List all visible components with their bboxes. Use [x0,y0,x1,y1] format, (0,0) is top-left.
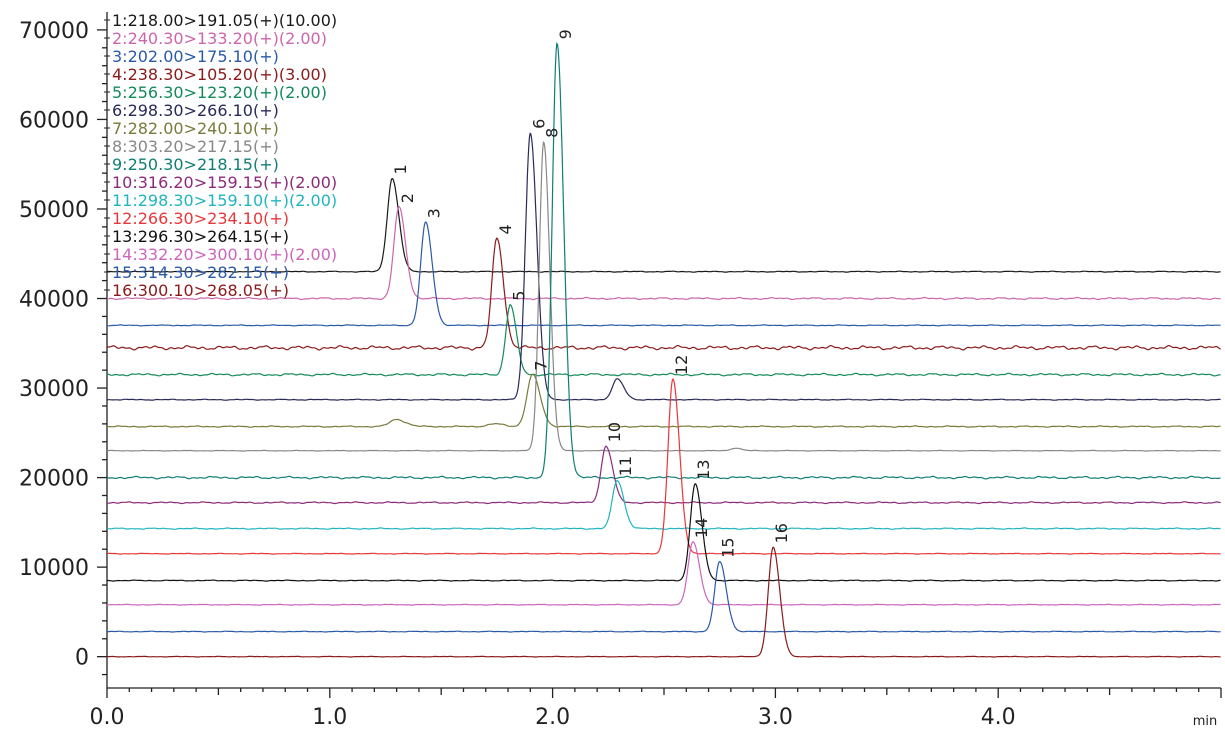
legend-entry: 7:282.00>240.10(+) [112,119,279,138]
peak-label: 1 [391,164,410,174]
legend: 1:218.00>191.05(+)(10.00)2:240.30>133.20… [104,11,337,300]
legend-entry: 1:218.00>191.05(+)(10.00) [112,11,337,30]
peak-label: 10 [605,422,624,442]
legend-entry: 13:296.30>264.15(+) [112,227,289,246]
peak-label: 15 [719,537,738,557]
axes: 0 10000 20000 30000 40000 50000 60000 70000 0.0 1… [19,12,1222,730]
peak-label: 2 [398,193,417,203]
trace-2 [107,205,1221,301]
trace-5 [106,304,1221,377]
legend-entry: 6:298.30>266.10(+) [112,101,279,120]
peak-label: 4 [496,224,515,234]
peak-label: 6 [529,119,548,129]
peak-label: 14 [692,518,711,538]
y-tick-label: 40000 [19,288,89,313]
y-tick-label: 50000 [19,198,89,223]
y-tick-label: 60000 [19,108,89,133]
legend-entry: 14:332.20>300.10(+)(2.00) [112,245,337,264]
x-tick-label: 0.0 [90,705,125,730]
y-tick-label: 70000 [19,19,89,44]
peak-label: 9 [556,29,575,39]
y-tick-label: 10000 [19,556,89,581]
peak-label: 11 [616,456,635,476]
peak-label: 3 [425,208,444,218]
peak-label: 8 [543,128,562,138]
x-tick-label: 4.0 [981,705,1016,730]
y-tick-label: 20000 [19,467,89,492]
trace-4 [106,237,1221,351]
trace-16 [107,546,1221,658]
trace-15 [106,560,1221,633]
legend-entry: 5:256.30>123.20(+)(2.00) [112,83,327,102]
peak-label: 12 [672,355,691,375]
legend-entry: 8:303.20>217.15(+) [112,137,279,156]
x-tick-label: 1.0 [312,705,347,730]
x-tick-label: 2.0 [535,705,570,730]
trace-10 [107,445,1221,505]
peak-label: 7 [532,360,551,370]
legend-entry: 9:250.30>218.15(+) [112,155,279,174]
trace-7 [106,373,1221,428]
peak-label: 16 [772,523,791,543]
legend-entry: 4:238.30>105.20(+)(3.00) [112,65,327,84]
x-unit-label: min [1193,714,1218,729]
y-tick-label: 0 [75,646,89,671]
trace-14 [106,541,1221,606]
x-tick-label: 3.0 [758,705,793,730]
trace-1 [107,177,1221,273]
trace-6 [106,132,1221,401]
legend-entry: 16:300.10>268.05(+) [112,281,289,300]
trace-8 [107,141,1221,452]
legend-entry: 12:266.30>234.10(+) [112,209,289,228]
trace-13 [107,483,1221,582]
trace-11 [106,479,1221,530]
legend-entry: 2:240.30>133.20(+)(2.00) [112,29,327,48]
legend-entry: 15:314.30>282.15(+) [112,263,289,282]
trace-3 [106,221,1221,327]
legend-entry: 11:298.30>159.10(+)(2.00) [112,191,337,210]
peak-label: 5 [509,291,528,301]
legend-entry: 3:202.00>175.10(+) [112,47,279,66]
peak-label: 13 [694,459,713,479]
trace-9 [106,42,1221,480]
traces [106,42,1221,658]
legend-entry: 10:316.20>159.15(+)(2.00) [112,173,337,192]
y-tick-label: 30000 [19,377,89,402]
trace-12 [106,378,1221,555]
